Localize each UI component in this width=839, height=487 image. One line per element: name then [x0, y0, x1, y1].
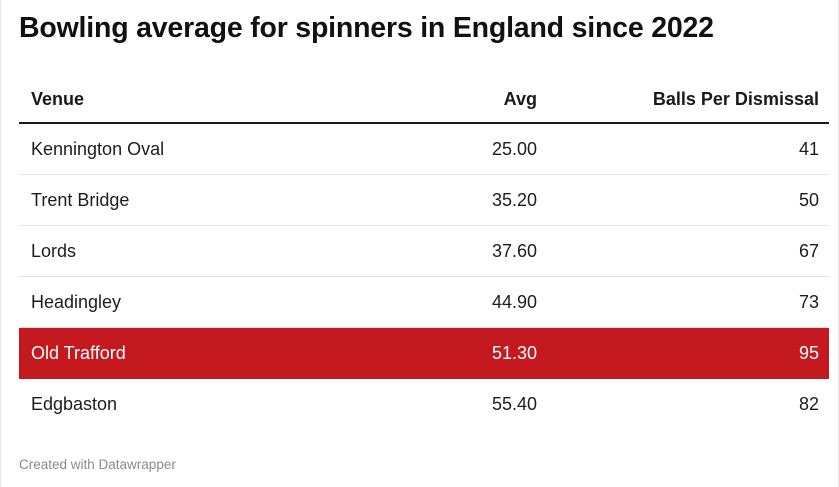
- balls-per-dismissal-cell: 50: [798, 189, 819, 210]
- venue-cell: Edgbaston: [31, 394, 118, 414]
- balls-per-dismissal-cell: 73: [798, 291, 819, 312]
- venue-cell: Lords: [31, 240, 77, 261]
- table-row: Edgbaston 55.40 82: [19, 379, 829, 430]
- table-header-row: Venue Avg Balls Per Dismissal: [19, 76, 829, 124]
- balls-per-dismissal-cell: 67: [798, 240, 819, 261]
- avg-cell: 51.30: [491, 342, 537, 363]
- venue-cell: Old Trafford: [31, 342, 126, 363]
- chart-title: Bowling average for spinners in England …: [19, 12, 714, 44]
- balls-per-dismissal-cell: 82: [798, 394, 819, 414]
- data-table: Venue Avg Balls Per Dismissal Kennington…: [19, 76, 829, 430]
- avg-cell: 37.60: [491, 240, 537, 261]
- table-row: Headingley 44.90 73: [19, 277, 829, 328]
- avg-cell: 25.00: [491, 138, 537, 159]
- venue-cell: Kennington Oval: [31, 138, 165, 159]
- balls-per-dismissal-cell: 95: [798, 342, 819, 363]
- column-header-balls-per-dismissal: Balls Per Dismissal: [652, 88, 819, 109]
- credit-footer: Created with Datawrapper: [19, 457, 176, 472]
- table-row: Old Trafford 51.30 95: [19, 328, 829, 379]
- avg-cell: 35.20: [491, 189, 537, 210]
- column-header-venue: Venue: [31, 88, 85, 109]
- balls-per-dismissal-cell: 41: [798, 138, 819, 159]
- table-body: Kennington Oval 25.00 41 Trent Bridge 35.20 5…: [19, 124, 829, 430]
- table-row: Kennington Oval 25.00 41: [19, 124, 829, 175]
- avg-cell: 44.90: [491, 291, 537, 312]
- avg-cell: 55.40: [491, 394, 537, 414]
- table-row: Trent Bridge 35.20 50: [19, 175, 829, 226]
- column-header-avg: Avg: [503, 88, 537, 109]
- table-row: Lords 37.60 67: [19, 226, 829, 277]
- venue-cell: Trent Bridge: [31, 189, 130, 210]
- venue-cell: Headingley: [31, 291, 122, 312]
